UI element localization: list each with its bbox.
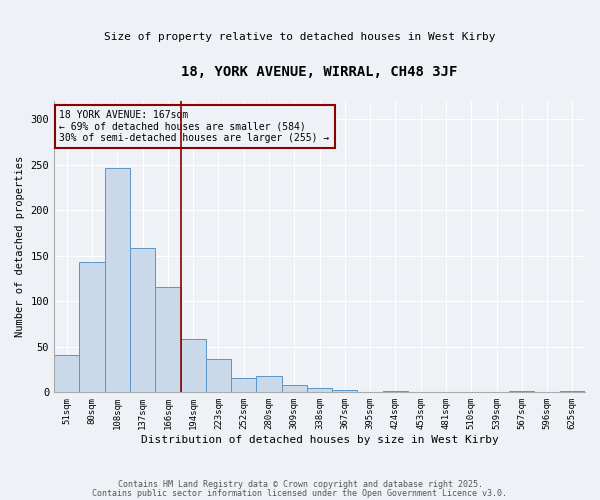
Title: 18, YORK AVENUE, WIRRAL, CH48 3JF: 18, YORK AVENUE, WIRRAL, CH48 3JF xyxy=(181,65,458,79)
Bar xyxy=(130,248,155,392)
Bar xyxy=(155,286,181,393)
Text: Contains HM Land Registry data © Crown copyright and database right 2025.: Contains HM Land Registry data © Crown c… xyxy=(118,480,482,489)
Text: Contains public sector information licensed under the Open Government Licence v3: Contains public sector information licen… xyxy=(92,488,508,498)
Bar xyxy=(307,388,332,392)
Y-axis label: Number of detached properties: Number of detached properties xyxy=(15,156,25,338)
Bar xyxy=(281,385,307,392)
Text: Size of property relative to detached houses in West Kirby: Size of property relative to detached ho… xyxy=(104,32,496,42)
Bar xyxy=(560,390,585,392)
Bar xyxy=(54,355,79,393)
Bar xyxy=(231,378,256,392)
Bar xyxy=(256,376,281,392)
Bar xyxy=(181,338,206,392)
Bar xyxy=(332,390,358,392)
Bar xyxy=(105,168,130,392)
Bar xyxy=(206,358,231,392)
Bar xyxy=(79,262,105,392)
Text: 18 YORK AVENUE: 167sqm
← 69% of detached houses are smaller (584)
30% of semi-de: 18 YORK AVENUE: 167sqm ← 69% of detached… xyxy=(59,110,330,143)
X-axis label: Distribution of detached houses by size in West Kirby: Distribution of detached houses by size … xyxy=(141,435,499,445)
